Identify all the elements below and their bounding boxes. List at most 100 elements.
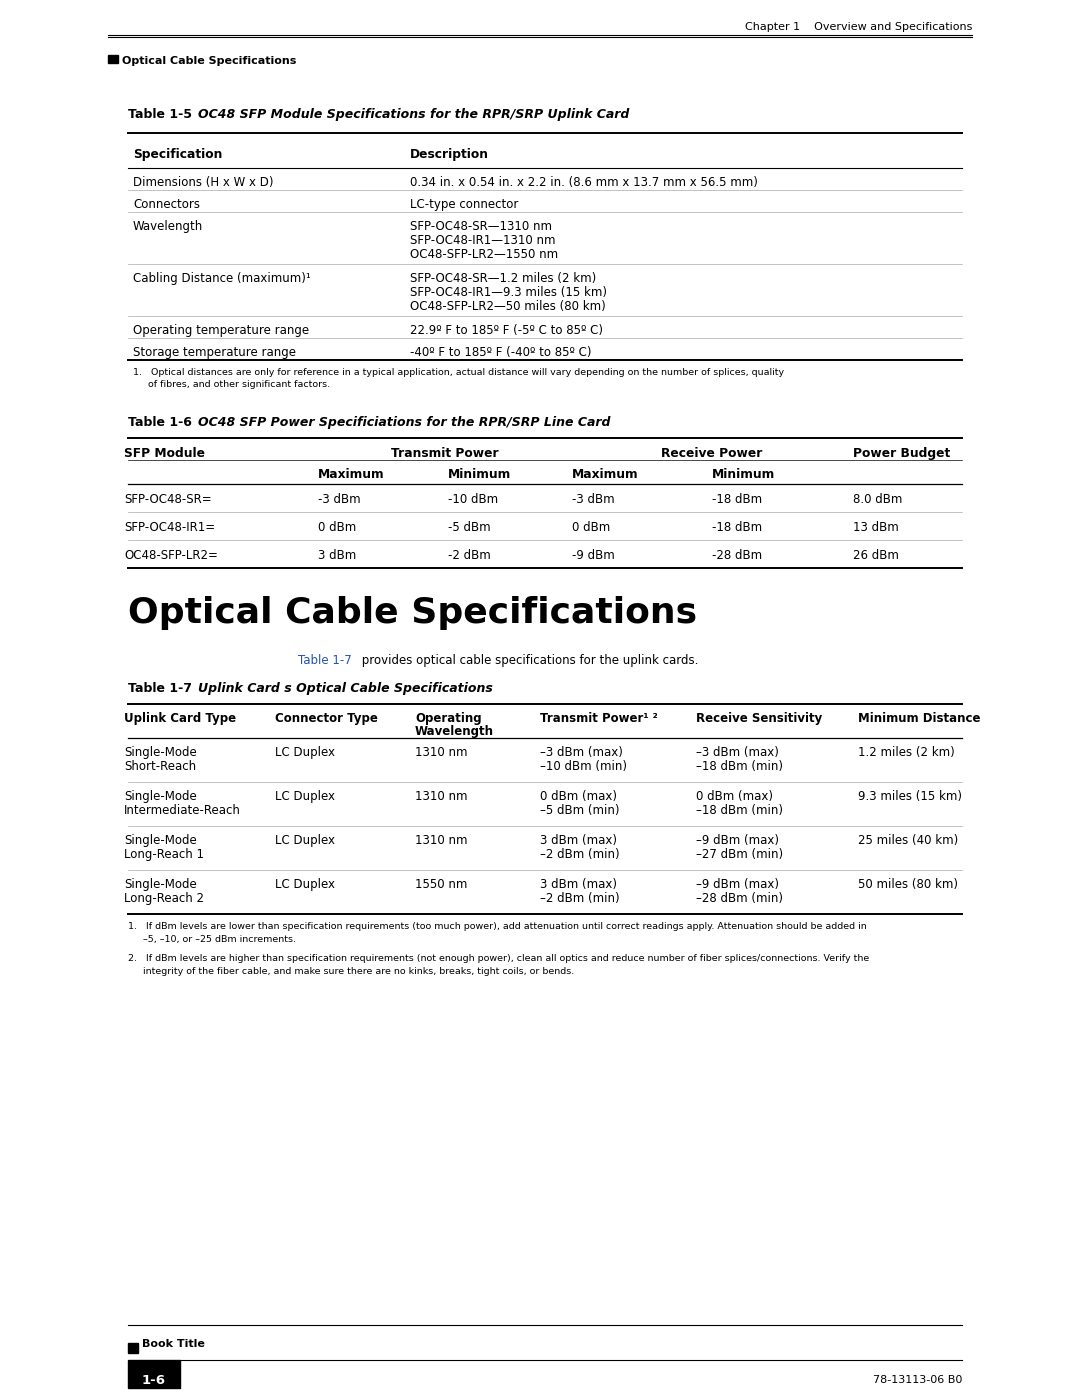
Text: Table 1-7: Table 1-7 (298, 654, 352, 666)
Text: -3 dBm: -3 dBm (572, 493, 615, 506)
Text: Maximum: Maximum (318, 468, 384, 481)
Text: Wavelength: Wavelength (415, 725, 494, 738)
Text: –27 dBm (min): –27 dBm (min) (696, 848, 783, 861)
Text: 13 dBm: 13 dBm (853, 521, 899, 534)
Text: Single-Mode: Single-Mode (124, 746, 197, 759)
Text: OC48-SFP-LR2=: OC48-SFP-LR2= (124, 549, 218, 562)
Text: 1310 nm: 1310 nm (415, 746, 468, 759)
Text: Maximum: Maximum (572, 468, 638, 481)
Text: SFP Module: SFP Module (124, 447, 205, 460)
Text: –3 dBm (max): –3 dBm (max) (696, 746, 779, 759)
Text: –5 dBm (min): –5 dBm (min) (540, 805, 620, 817)
Text: 3 dBm: 3 dBm (318, 549, 356, 562)
Text: 1.2 miles (2 km): 1.2 miles (2 km) (858, 746, 955, 759)
Text: 1.   If dBm levels are lower than specification requirements (too much power), a: 1. If dBm levels are lower than specific… (129, 922, 867, 930)
Text: SFP-OC48-SR=: SFP-OC48-SR= (124, 493, 212, 506)
Text: 0 dBm: 0 dBm (572, 521, 610, 534)
Text: Dimensions (H x W x D): Dimensions (H x W x D) (133, 176, 273, 189)
Text: Wavelength: Wavelength (133, 219, 203, 233)
Text: LC-type connector: LC-type connector (410, 198, 518, 211)
Text: –18 dBm (min): –18 dBm (min) (696, 805, 783, 817)
Text: –18 dBm (min): –18 dBm (min) (696, 760, 783, 773)
Text: 1310 nm: 1310 nm (415, 834, 468, 847)
Text: Connectors: Connectors (133, 198, 200, 211)
Text: Connector Type: Connector Type (275, 712, 378, 725)
Text: 3 dBm (max): 3 dBm (max) (540, 834, 617, 847)
Text: OC48 SFP Module Specifications for the RPR/SRP Uplink Card: OC48 SFP Module Specifications for the R… (198, 108, 630, 122)
Text: –2 dBm (min): –2 dBm (min) (540, 893, 620, 905)
Text: LC Duplex: LC Duplex (275, 834, 335, 847)
Bar (129, 1361, 180, 1389)
Text: SFP-OC48-SR—1310 nm: SFP-OC48-SR—1310 nm (410, 219, 552, 233)
Text: SFP-OC48-IR1—9.3 miles (15 km): SFP-OC48-IR1—9.3 miles (15 km) (410, 286, 607, 299)
Text: Storage temperature range: Storage temperature range (133, 346, 296, 359)
Text: –2 dBm (min): –2 dBm (min) (540, 848, 620, 861)
Text: Intermediate-Reach: Intermediate-Reach (124, 805, 241, 817)
Text: Uplink Card s Optical Cable Specifications: Uplink Card s Optical Cable Specificatio… (198, 682, 492, 694)
Text: Uplink Card Type: Uplink Card Type (124, 712, 237, 725)
Text: –3 dBm (max): –3 dBm (max) (540, 746, 623, 759)
Text: Long-Reach 2: Long-Reach 2 (124, 893, 204, 905)
Bar (129, 1343, 138, 1354)
Text: Receive Power: Receive Power (661, 447, 762, 460)
Text: of fibres, and other significant factors.: of fibres, and other significant factors… (133, 380, 330, 388)
Text: Minimum Distance: Minimum Distance (858, 712, 981, 725)
Text: 0 dBm (max): 0 dBm (max) (696, 789, 773, 803)
Text: Book Title: Book Title (141, 1338, 205, 1350)
Text: Specification: Specification (133, 148, 222, 161)
Text: 0.34 in. x 0.54 in. x 2.2 in. (8.6 mm x 13.7 mm x 56.5 mm): 0.34 in. x 0.54 in. x 2.2 in. (8.6 mm x … (410, 176, 758, 189)
Text: Table 1-5: Table 1-5 (129, 108, 192, 122)
Text: OC48-SFP-LR2—1550 nm: OC48-SFP-LR2—1550 nm (410, 249, 558, 261)
Text: SFP-OC48-SR—1.2 miles (2 km): SFP-OC48-SR—1.2 miles (2 km) (410, 272, 596, 285)
Text: -28 dBm: -28 dBm (712, 549, 762, 562)
Text: Description: Description (410, 148, 489, 161)
Text: provides optical cable specifications for the uplink cards.: provides optical cable specifications fo… (357, 654, 699, 666)
Text: LC Duplex: LC Duplex (275, 877, 335, 891)
Text: 25 miles (40 km): 25 miles (40 km) (858, 834, 958, 847)
Text: 8.0 dBm: 8.0 dBm (853, 493, 903, 506)
Text: SFP-OC48-IR1=: SFP-OC48-IR1= (124, 521, 215, 534)
Text: –5, –10, or –25 dBm increments.: –5, –10, or –25 dBm increments. (129, 935, 296, 944)
Text: 3 dBm (max): 3 dBm (max) (540, 877, 617, 891)
Text: Transmit Power¹ ²: Transmit Power¹ ² (540, 712, 658, 725)
Text: OC48 SFP Power Specificiations for the RPR/SRP Line Card: OC48 SFP Power Specificiations for the R… (198, 416, 610, 429)
Text: –28 dBm (min): –28 dBm (min) (696, 893, 783, 905)
Text: -9 dBm: -9 dBm (572, 549, 615, 562)
Text: 2.   If dBm levels are higher than specification requirements (not enough power): 2. If dBm levels are higher than specifi… (129, 954, 869, 963)
Text: Long-Reach 1: Long-Reach 1 (124, 848, 204, 861)
Text: integrity of the fiber cable, and make sure there are no kinks, breaks, tight co: integrity of the fiber cable, and make s… (129, 967, 575, 977)
Text: -2 dBm: -2 dBm (448, 549, 490, 562)
Text: Single-Mode: Single-Mode (124, 834, 197, 847)
Text: -18 dBm: -18 dBm (712, 493, 762, 506)
Text: OC48-SFP-LR2—50 miles (80 km): OC48-SFP-LR2—50 miles (80 km) (410, 300, 606, 313)
Text: Minimum: Minimum (448, 468, 511, 481)
Text: -5 dBm: -5 dBm (448, 521, 490, 534)
Text: 1310 nm: 1310 nm (415, 789, 468, 803)
Text: 0 dBm (max): 0 dBm (max) (540, 789, 617, 803)
Text: Table 1-6: Table 1-6 (129, 416, 192, 429)
Text: -3 dBm: -3 dBm (318, 493, 361, 506)
Text: LC Duplex: LC Duplex (275, 746, 335, 759)
Text: –9 dBm (max): –9 dBm (max) (696, 834, 779, 847)
Text: 50 miles (80 km): 50 miles (80 km) (858, 877, 958, 891)
Text: 22.9º F to 185º F (-5º C to 85º C): 22.9º F to 185º F (-5º C to 85º C) (410, 324, 603, 337)
Text: Short-Reach: Short-Reach (124, 760, 197, 773)
Text: Single-Mode: Single-Mode (124, 789, 197, 803)
Text: 1.   Optical distances are only for reference in a typical application, actual d: 1. Optical distances are only for refere… (133, 367, 784, 377)
Text: Operating temperature range: Operating temperature range (133, 324, 309, 337)
Text: Optical Cable Specifications: Optical Cable Specifications (129, 597, 697, 630)
Text: Minimum: Minimum (712, 468, 775, 481)
Text: 1550 nm: 1550 nm (415, 877, 468, 891)
Text: 78-13113-06 B0: 78-13113-06 B0 (873, 1375, 962, 1384)
Text: Receive Sensitivity: Receive Sensitivity (696, 712, 822, 725)
Text: Cabling Distance (maximum)¹: Cabling Distance (maximum)¹ (133, 272, 311, 285)
Text: Power Budget: Power Budget (853, 447, 950, 460)
Text: 26 dBm: 26 dBm (853, 549, 899, 562)
Text: LC Duplex: LC Duplex (275, 789, 335, 803)
Text: –9 dBm (max): –9 dBm (max) (696, 877, 779, 891)
Text: -40º F to 185º F (-40º to 85º C): -40º F to 185º F (-40º to 85º C) (410, 346, 592, 359)
Text: Optical Cable Specifications: Optical Cable Specifications (122, 56, 296, 66)
Text: -18 dBm: -18 dBm (712, 521, 762, 534)
Text: –10 dBm (min): –10 dBm (min) (540, 760, 627, 773)
Bar (108, 54, 118, 63)
